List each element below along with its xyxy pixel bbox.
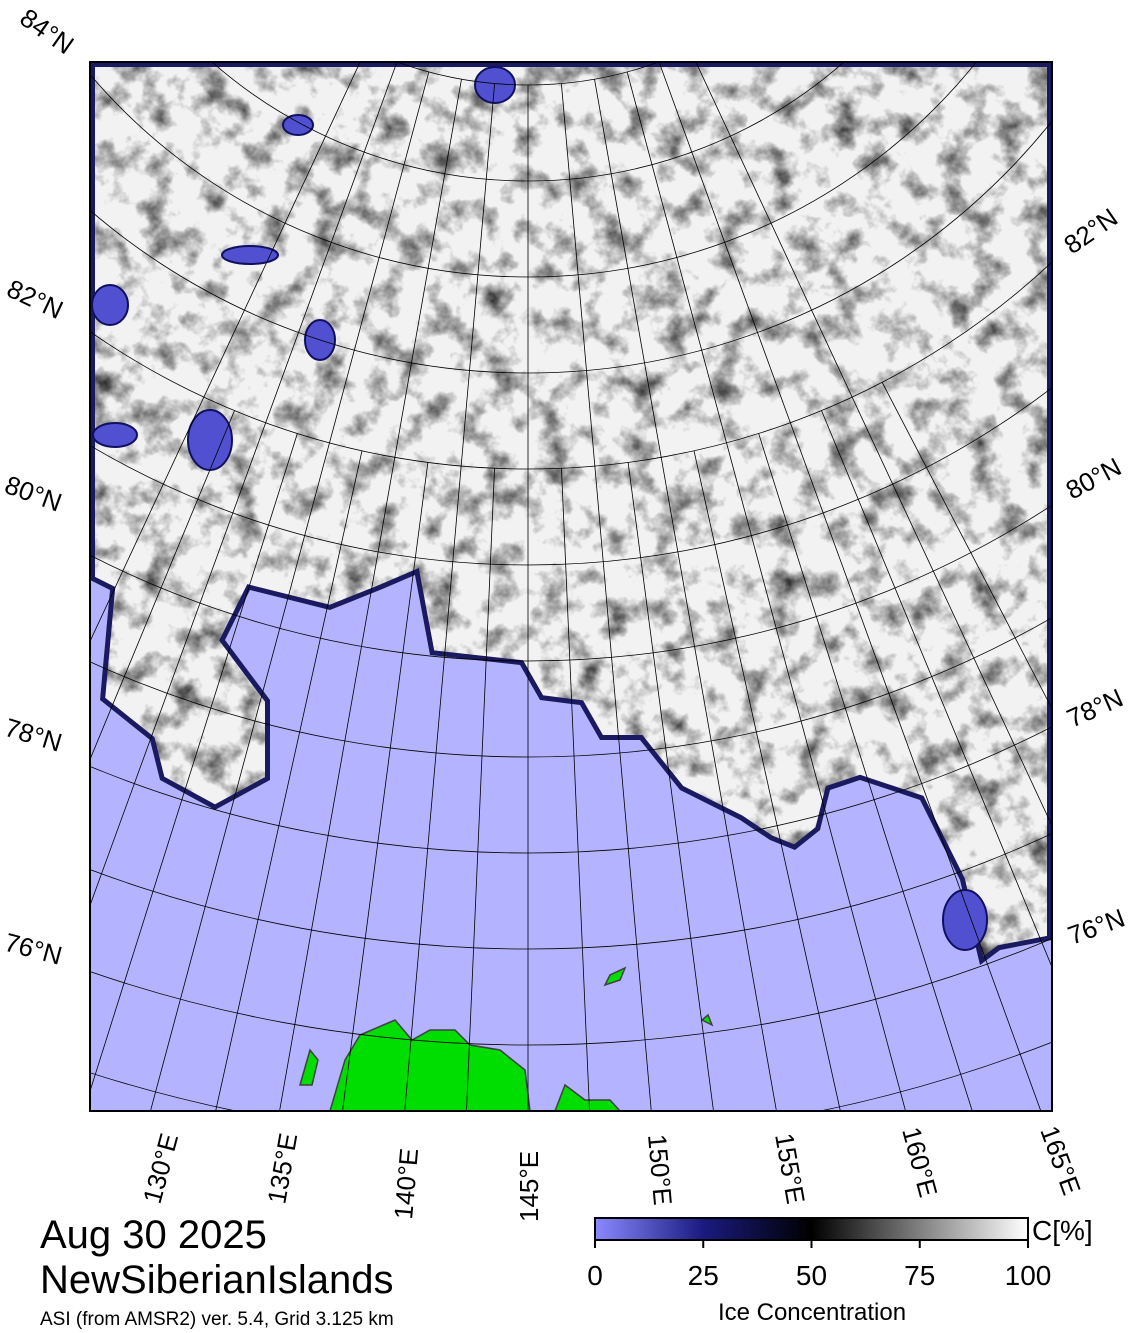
meridian (90, 62, 361, 643)
meridian (342, 462, 429, 1111)
lat-label: 82°N (2, 273, 67, 325)
meridian (881, 382, 1052, 710)
lat-label: 84°N (15, 2, 80, 60)
meridian (821, 410, 1052, 969)
meridian (90, 433, 298, 1093)
lat-label: 80°N (1061, 452, 1126, 506)
colorbar: C[%] Ice Concentration 0 25 50 75 100 (587, 1215, 1092, 1326)
lat-label: 76°N (1064, 903, 1129, 951)
meridian (627, 462, 714, 1111)
meridian (758, 433, 973, 1111)
land (299, 966, 714, 1111)
colorbar-unit: C[%] (1032, 1215, 1093, 1246)
meridian (279, 79, 462, 1111)
colorbar-tick-label: 100 (1005, 1260, 1052, 1291)
meridian (693, 450, 841, 1111)
colorbar-label: Ice Concentration (718, 1299, 906, 1326)
source: ASI (from AMSR2) ver. 5.4, Grid 3.125 km (40, 1309, 394, 1330)
meridian (150, 71, 430, 1111)
map-area (90, 62, 1052, 1111)
colorbar-ramp (594, 1217, 1029, 1241)
region: NewSiberianIslands (40, 1258, 394, 1302)
colorbar-tick-label: 50 (796, 1260, 827, 1291)
lon-label: 135°E (261, 1131, 303, 1206)
longitude-labels: 130°E 135°E 140°E 145°E 150°E 155°E 160°… (137, 1122, 1087, 1222)
meridian (404, 83, 496, 1111)
lat-label: 78°N (1062, 682, 1127, 733)
meridian (626, 71, 906, 1111)
meridian (466, 468, 495, 1111)
meridian (90, 62, 398, 907)
lon-label: 165°E (1034, 1122, 1087, 1199)
lon-label: 150°E (642, 1133, 678, 1206)
meridian (560, 83, 652, 1111)
lat-label: 80°N (1, 469, 66, 517)
date: Aug 30 2025 (40, 1213, 267, 1257)
colorbar-tick-label: 0 (587, 1260, 603, 1291)
meridian (695, 62, 1052, 827)
lon-label: 145°E (514, 1151, 544, 1222)
map-frame (89, 61, 1053, 1112)
graticule (90, 62, 1052, 1111)
meridian (90, 410, 235, 761)
lat-label: 76°N (1, 927, 65, 971)
colorbar-tick-label: 25 (688, 1260, 719, 1291)
meridian (658, 62, 1042, 1111)
lon-label: 160°E (896, 1124, 943, 1200)
lon-label: 130°E (137, 1130, 184, 1206)
meridian (561, 468, 590, 1111)
colorbar-tick-label: 75 (904, 1260, 935, 1291)
meridian (215, 450, 363, 1111)
lat-label: 82°N (1058, 202, 1123, 260)
lon-label: 155°E (769, 1131, 811, 1206)
lat-label: 78°N (1, 712, 65, 758)
lon-label: 140°E (388, 1147, 424, 1220)
low-ice-patches (91, 66, 988, 951)
meridian (594, 79, 777, 1111)
